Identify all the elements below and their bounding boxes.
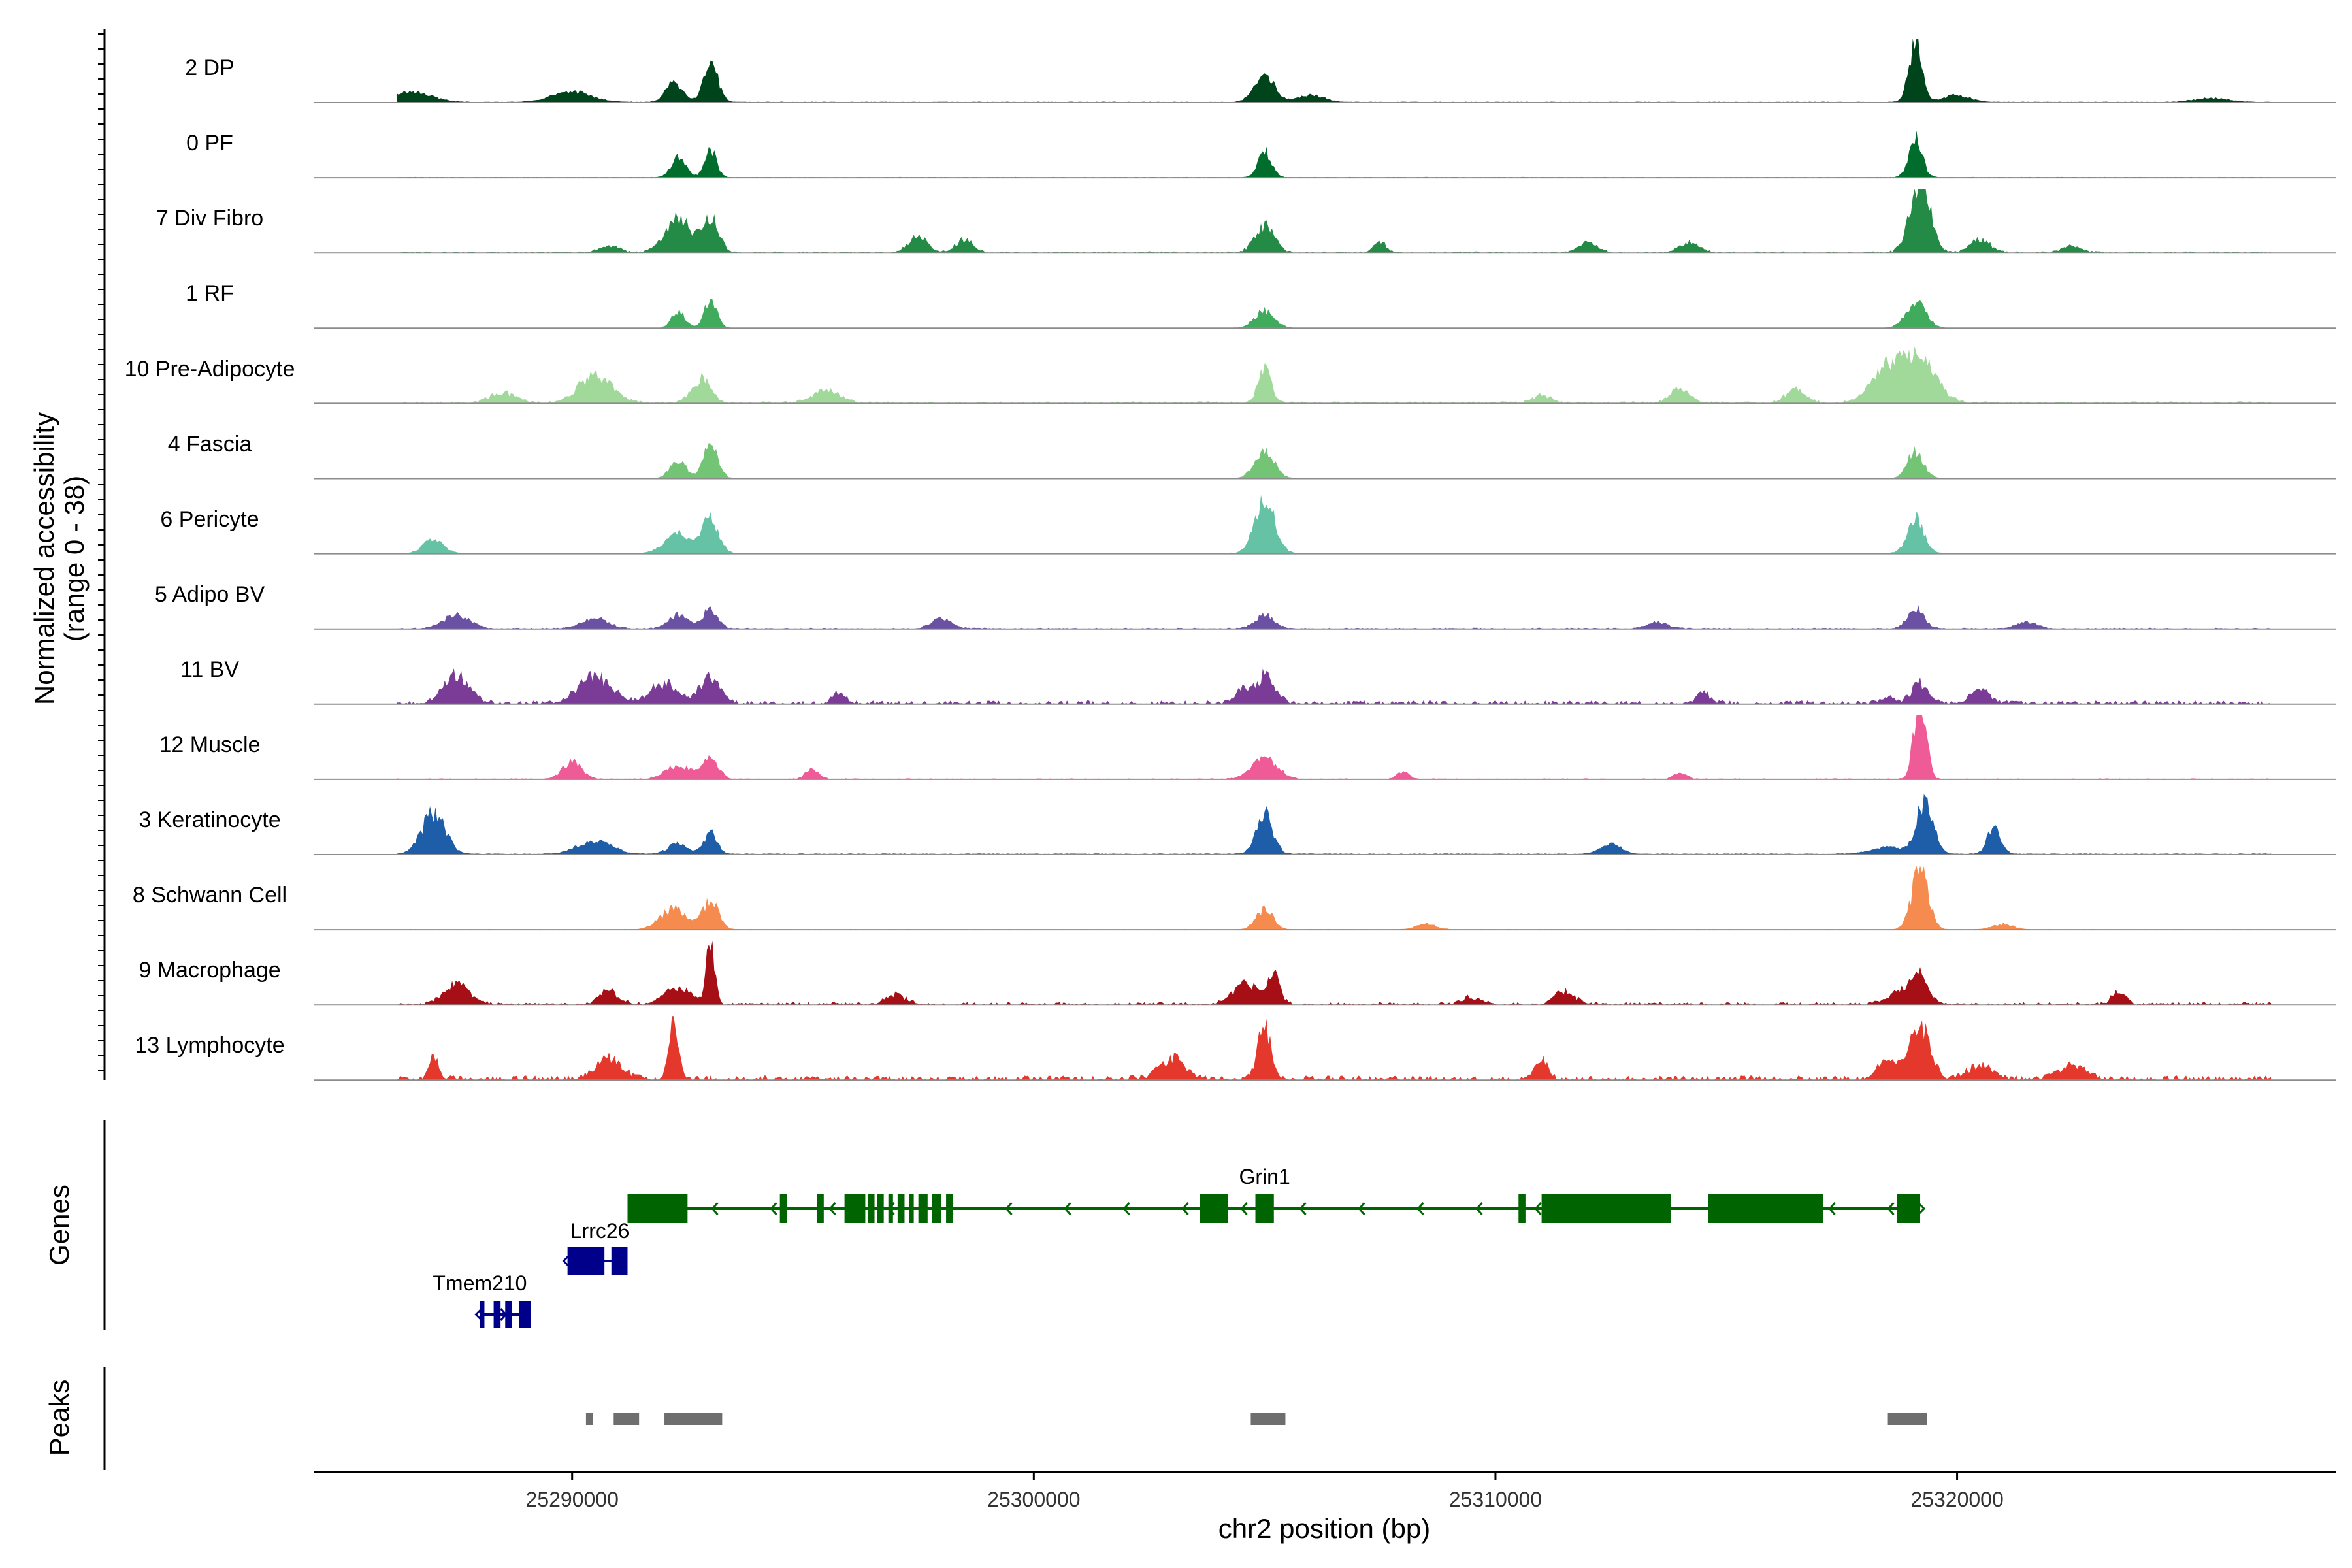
y-axis-title-group: Normalized accessibility (range 0 - 38) bbox=[29, 412, 90, 705]
coverage-area-11 bbox=[397, 866, 2272, 930]
strand-arrow bbox=[711, 1202, 719, 1215]
gene-exon bbox=[505, 1301, 512, 1328]
x-axis-title: chr2 position (bp) bbox=[1218, 1513, 1431, 1544]
gene-exon bbox=[888, 1194, 893, 1223]
gene-exon bbox=[519, 1301, 531, 1328]
gene-exon bbox=[897, 1194, 905, 1223]
gene-exon bbox=[480, 1301, 485, 1328]
peak-region bbox=[613, 1413, 640, 1425]
gene-exon bbox=[627, 1194, 688, 1223]
track-label: 12 Muscle bbox=[159, 732, 261, 757]
coverage-area-0 bbox=[397, 39, 2272, 103]
gene-exon bbox=[1541, 1194, 1671, 1223]
strand-arrow bbox=[1240, 1202, 1248, 1215]
track-label: 5 Adipo BV bbox=[155, 582, 265, 607]
x-axis-ticks bbox=[571, 1472, 1959, 1480]
track-label: 11 BV bbox=[180, 657, 239, 682]
gene-exon bbox=[493, 1301, 501, 1328]
peaks-panel-title: Peaks bbox=[44, 1380, 74, 1456]
strand-arrow bbox=[1005, 1202, 1013, 1215]
track-label: 3 Keratinocyte bbox=[139, 808, 280, 832]
coverage-area-10 bbox=[397, 794, 2272, 855]
gene-label-tmem210: Tmem210 bbox=[433, 1271, 527, 1295]
genes-panel-title: Genes bbox=[44, 1184, 74, 1266]
track-label: 10 Pre-Adipocyte bbox=[125, 357, 295, 382]
y-axis-subtitle: (range 0 - 38) bbox=[59, 476, 90, 642]
coverage-area-2 bbox=[397, 189, 2272, 253]
coverage-area-1 bbox=[397, 130, 2272, 178]
gene-exon bbox=[567, 1247, 605, 1275]
track-label: 0 PF bbox=[186, 131, 233, 155]
strand-arrow bbox=[1887, 1202, 1895, 1215]
gene-exon bbox=[1255, 1194, 1274, 1223]
track-label: 6 Pericyte bbox=[160, 507, 259, 532]
gene-exon bbox=[817, 1194, 824, 1223]
track-label: 2 DP bbox=[185, 56, 235, 80]
x-tick-label: 25300000 bbox=[987, 1488, 1080, 1511]
track-label: 7 Div Fibro bbox=[156, 206, 263, 231]
coverage-tracks bbox=[314, 39, 2336, 1081]
gene-exon bbox=[867, 1194, 875, 1223]
strand-arrow bbox=[1534, 1202, 1542, 1215]
coverage-area-6 bbox=[397, 495, 2272, 554]
gene-exon bbox=[1518, 1194, 1526, 1223]
strand-arrow bbox=[1299, 1202, 1307, 1215]
gene-label-lrrc26: Lrrc26 bbox=[570, 1219, 630, 1243]
strand-arrow bbox=[828, 1202, 836, 1215]
coverage-area-4 bbox=[397, 346, 2272, 404]
strand-arrow bbox=[1122, 1202, 1130, 1215]
y-axis-title: Normalized accessibility bbox=[29, 412, 59, 705]
strand-arrow bbox=[1358, 1202, 1365, 1215]
gene-label-grin1: Grin1 bbox=[1239, 1165, 1290, 1188]
gene-exon bbox=[1200, 1194, 1228, 1223]
gene-exon bbox=[611, 1247, 628, 1275]
track-label: 1 RF bbox=[186, 281, 234, 306]
gene-exon bbox=[909, 1194, 914, 1223]
coverage-area-5 bbox=[397, 442, 2272, 479]
coverage-area-13 bbox=[397, 1016, 2272, 1081]
gene-exon bbox=[1897, 1194, 1921, 1223]
peak-region bbox=[664, 1413, 723, 1425]
strand-arrow bbox=[1416, 1202, 1424, 1215]
peak-region bbox=[1250, 1413, 1286, 1425]
track-label: 13 Lymphocyte bbox=[135, 1033, 284, 1058]
y-axis bbox=[98, 29, 106, 1470]
strand-arrow bbox=[770, 1202, 777, 1215]
strand-arrow bbox=[1828, 1202, 1836, 1215]
x-tick-label: 25310000 bbox=[1449, 1488, 1542, 1511]
gene-exon bbox=[779, 1194, 787, 1223]
coverage-area-8 bbox=[397, 668, 2272, 704]
coverage-area-12 bbox=[397, 941, 2272, 1005]
x-axis: 25290000 25300000 25310000 25320000 chr2… bbox=[314, 1471, 2336, 1544]
coverage-area-3 bbox=[397, 298, 2272, 329]
track-labels: 2 DP 0 PF 7 Div Fibro 1 RF 10 Pre-Adipoc… bbox=[125, 56, 295, 1058]
strand-arrow bbox=[1181, 1202, 1189, 1215]
gene-models bbox=[474, 1194, 1926, 1328]
x-tick-label: 25320000 bbox=[1910, 1488, 2003, 1511]
track-label: 8 Schwann Cell bbox=[133, 883, 287, 907]
gene-labels: Grin1 Lrrc26 Tmem210 bbox=[433, 1165, 1290, 1295]
gene-exon bbox=[918, 1194, 928, 1223]
gene-exon bbox=[1707, 1194, 1823, 1223]
peak-regions bbox=[585, 1413, 1927, 1425]
gene-exon bbox=[844, 1194, 866, 1223]
coverage-area-9 bbox=[397, 715, 2272, 779]
gene-exon bbox=[946, 1194, 953, 1223]
track-label: 9 Macrophage bbox=[139, 958, 280, 983]
coverage-area-7 bbox=[397, 605, 2272, 629]
strand-arrow bbox=[1064, 1202, 1071, 1215]
gene-exon bbox=[932, 1194, 942, 1223]
track-label: 4 Fascia bbox=[168, 432, 252, 457]
peak-region bbox=[1887, 1413, 1927, 1425]
peak-region bbox=[585, 1413, 593, 1425]
x-tick-label: 25290000 bbox=[526, 1488, 619, 1511]
gene-exon bbox=[877, 1194, 884, 1223]
strand-arrow bbox=[1475, 1202, 1483, 1215]
